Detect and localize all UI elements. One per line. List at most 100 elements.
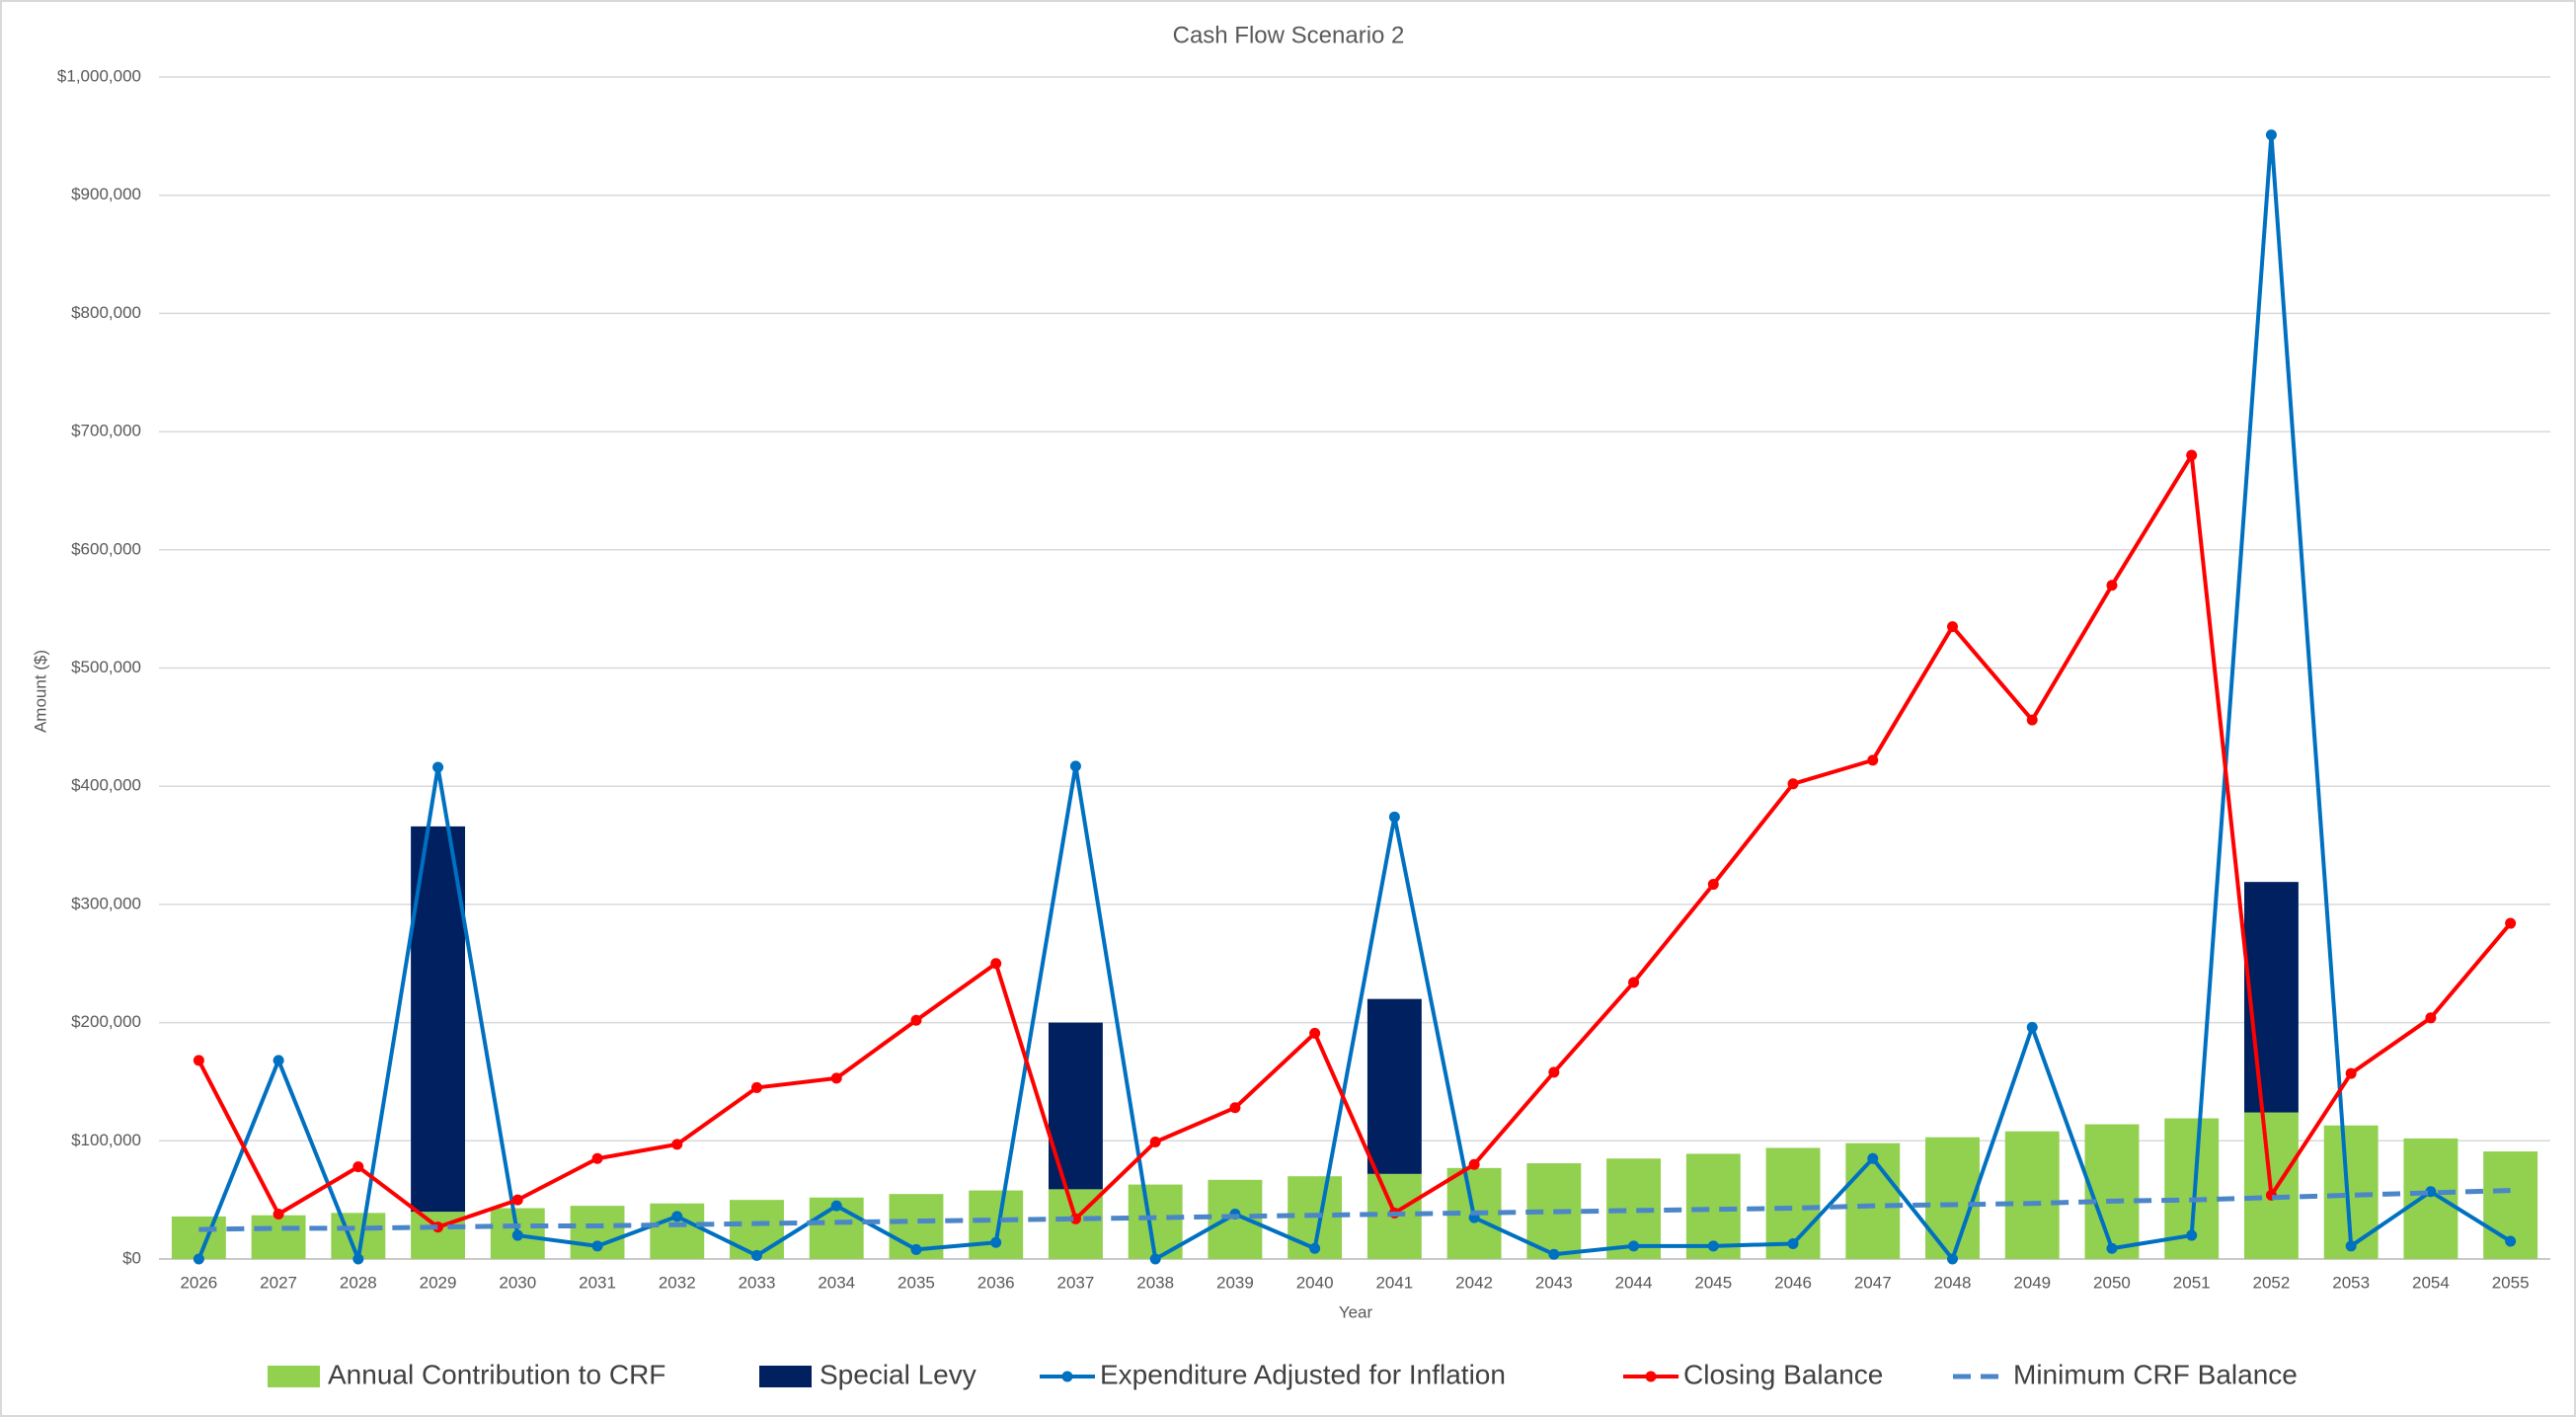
legend-label: Special Levy — [820, 1359, 976, 1389]
x-tick-label: 2040 — [1296, 1273, 1334, 1292]
line-marker — [1867, 1152, 1879, 1164]
line-marker — [1548, 1248, 1560, 1260]
chart-title: Cash Flow Scenario 2 — [1173, 22, 1405, 48]
x-axis-label: Year — [1339, 1302, 1373, 1321]
y-tick-label: $300,000 — [71, 894, 141, 912]
line-marker — [273, 1055, 284, 1066]
line-marker — [2026, 714, 2038, 726]
line-marker — [1707, 1240, 1719, 1252]
line-marker — [1548, 1066, 1560, 1078]
x-tick-label: 2052 — [2253, 1273, 2291, 1292]
line-marker — [910, 1243, 922, 1255]
line-marker — [1707, 879, 1719, 891]
x-tick-label: 2041 — [1375, 1273, 1413, 1292]
x-tick-label: 2054 — [2412, 1273, 2450, 1292]
line-marker — [1229, 1102, 1241, 1114]
x-tick-label: 2028 — [340, 1273, 377, 1292]
y-tick-label: $700,000 — [71, 422, 141, 440]
y-tick-label: $600,000 — [71, 539, 141, 558]
legend-marker — [1061, 1371, 1073, 1382]
x-tick-label: 2039 — [1216, 1273, 1254, 1292]
x-tick-label: 2047 — [1854, 1273, 1892, 1292]
line-marker — [1069, 1213, 1081, 1224]
line — [196, 453, 2513, 1229]
line-marker — [671, 1211, 683, 1222]
x-tick-label: 2026 — [180, 1273, 217, 1292]
x-tick-label: 2033 — [739, 1273, 776, 1292]
x-tick-label: 2049 — [2013, 1273, 2051, 1292]
line-marker — [1787, 778, 1799, 790]
line-marker — [1628, 1240, 1640, 1252]
y-tick-label: $100,000 — [71, 1131, 141, 1149]
line-marker — [591, 1240, 603, 1252]
line-marker — [1309, 1242, 1321, 1254]
line-marker — [352, 1161, 364, 1173]
bar — [2004, 1131, 2060, 1259]
line-marker — [1468, 1158, 1480, 1170]
x-tick-label: 2037 — [1057, 1273, 1095, 1292]
y-tick-label: $900,000 — [71, 185, 141, 203]
line-marker — [591, 1152, 603, 1164]
line-marker — [910, 1014, 922, 1026]
line-marker — [2505, 1235, 2517, 1247]
x-tick-label: 2051 — [2173, 1273, 2211, 1292]
bar — [969, 1190, 1024, 1259]
line-marker — [990, 958, 1002, 970]
x-tick-label: 2046 — [1774, 1273, 1812, 1292]
line-marker — [1628, 977, 1640, 988]
line-marker — [1069, 760, 1081, 772]
x-tick-label: 2050 — [2093, 1273, 2131, 1292]
line-marker — [751, 1249, 762, 1261]
line-marker — [671, 1139, 683, 1150]
line-marker — [2106, 1242, 2118, 1254]
bar — [2403, 1138, 2459, 1259]
bar — [1366, 998, 1422, 1174]
x-tick-label: 2045 — [1694, 1273, 1732, 1292]
line-marker — [1149, 1253, 1161, 1265]
y-tick-label: $400,000 — [71, 776, 141, 795]
legend-marker — [1645, 1371, 1657, 1382]
x-tick-label: 2044 — [1615, 1273, 1653, 1292]
line-marker — [432, 1221, 444, 1233]
x-tick-label: 2031 — [579, 1273, 616, 1292]
x-tick-label: 2036 — [977, 1273, 1015, 1292]
line-marker — [2345, 1240, 2357, 1252]
line-marker — [193, 1253, 204, 1265]
line-marker — [1388, 811, 1400, 823]
bar — [730, 1200, 784, 1259]
legend-swatch — [268, 1366, 320, 1387]
line-marker — [2425, 1186, 2437, 1198]
y-tick-label: $200,000 — [71, 1012, 141, 1031]
line-marker — [751, 1081, 762, 1093]
line-marker — [2186, 449, 2198, 461]
y-axis-label: Amount ($) — [31, 650, 49, 733]
line-marker — [432, 761, 444, 773]
y-tick-label: $800,000 — [71, 303, 141, 322]
y-tick-label: $0 — [122, 1248, 141, 1267]
line-marker — [511, 1229, 523, 1241]
legend-label: Expenditure Adjusted for Inflation — [1100, 1359, 1506, 1389]
x-tick-label: 2034 — [818, 1273, 855, 1292]
line-marker — [830, 1072, 842, 1084]
line-marker — [2425, 1012, 2437, 1024]
bar — [171, 1216, 226, 1259]
line-marker — [2505, 917, 2517, 929]
legend-label: Annual Contribution to CRF — [328, 1359, 665, 1389]
line-marker — [990, 1236, 1002, 1248]
legend-swatch — [759, 1366, 812, 1387]
y-tick-label: $500,000 — [71, 658, 141, 676]
x-tick-label: 2055 — [2492, 1273, 2530, 1292]
x-tick-label: 2048 — [1934, 1273, 1972, 1292]
y-tick-label: $1,000,000 — [57, 66, 141, 85]
line-marker — [1149, 1136, 1161, 1147]
line-marker — [1947, 1253, 1958, 1265]
line-marker — [2106, 580, 2118, 591]
x-tick-label: 2027 — [260, 1273, 297, 1292]
legend-label: Minimum CRF Balance — [2013, 1359, 2298, 1389]
x-tick-label: 2030 — [499, 1273, 536, 1292]
line-marker — [273, 1209, 284, 1220]
x-tick-label: 2029 — [420, 1273, 457, 1292]
line-marker — [1867, 754, 1879, 766]
x-tick-label: 2043 — [1535, 1273, 1573, 1292]
